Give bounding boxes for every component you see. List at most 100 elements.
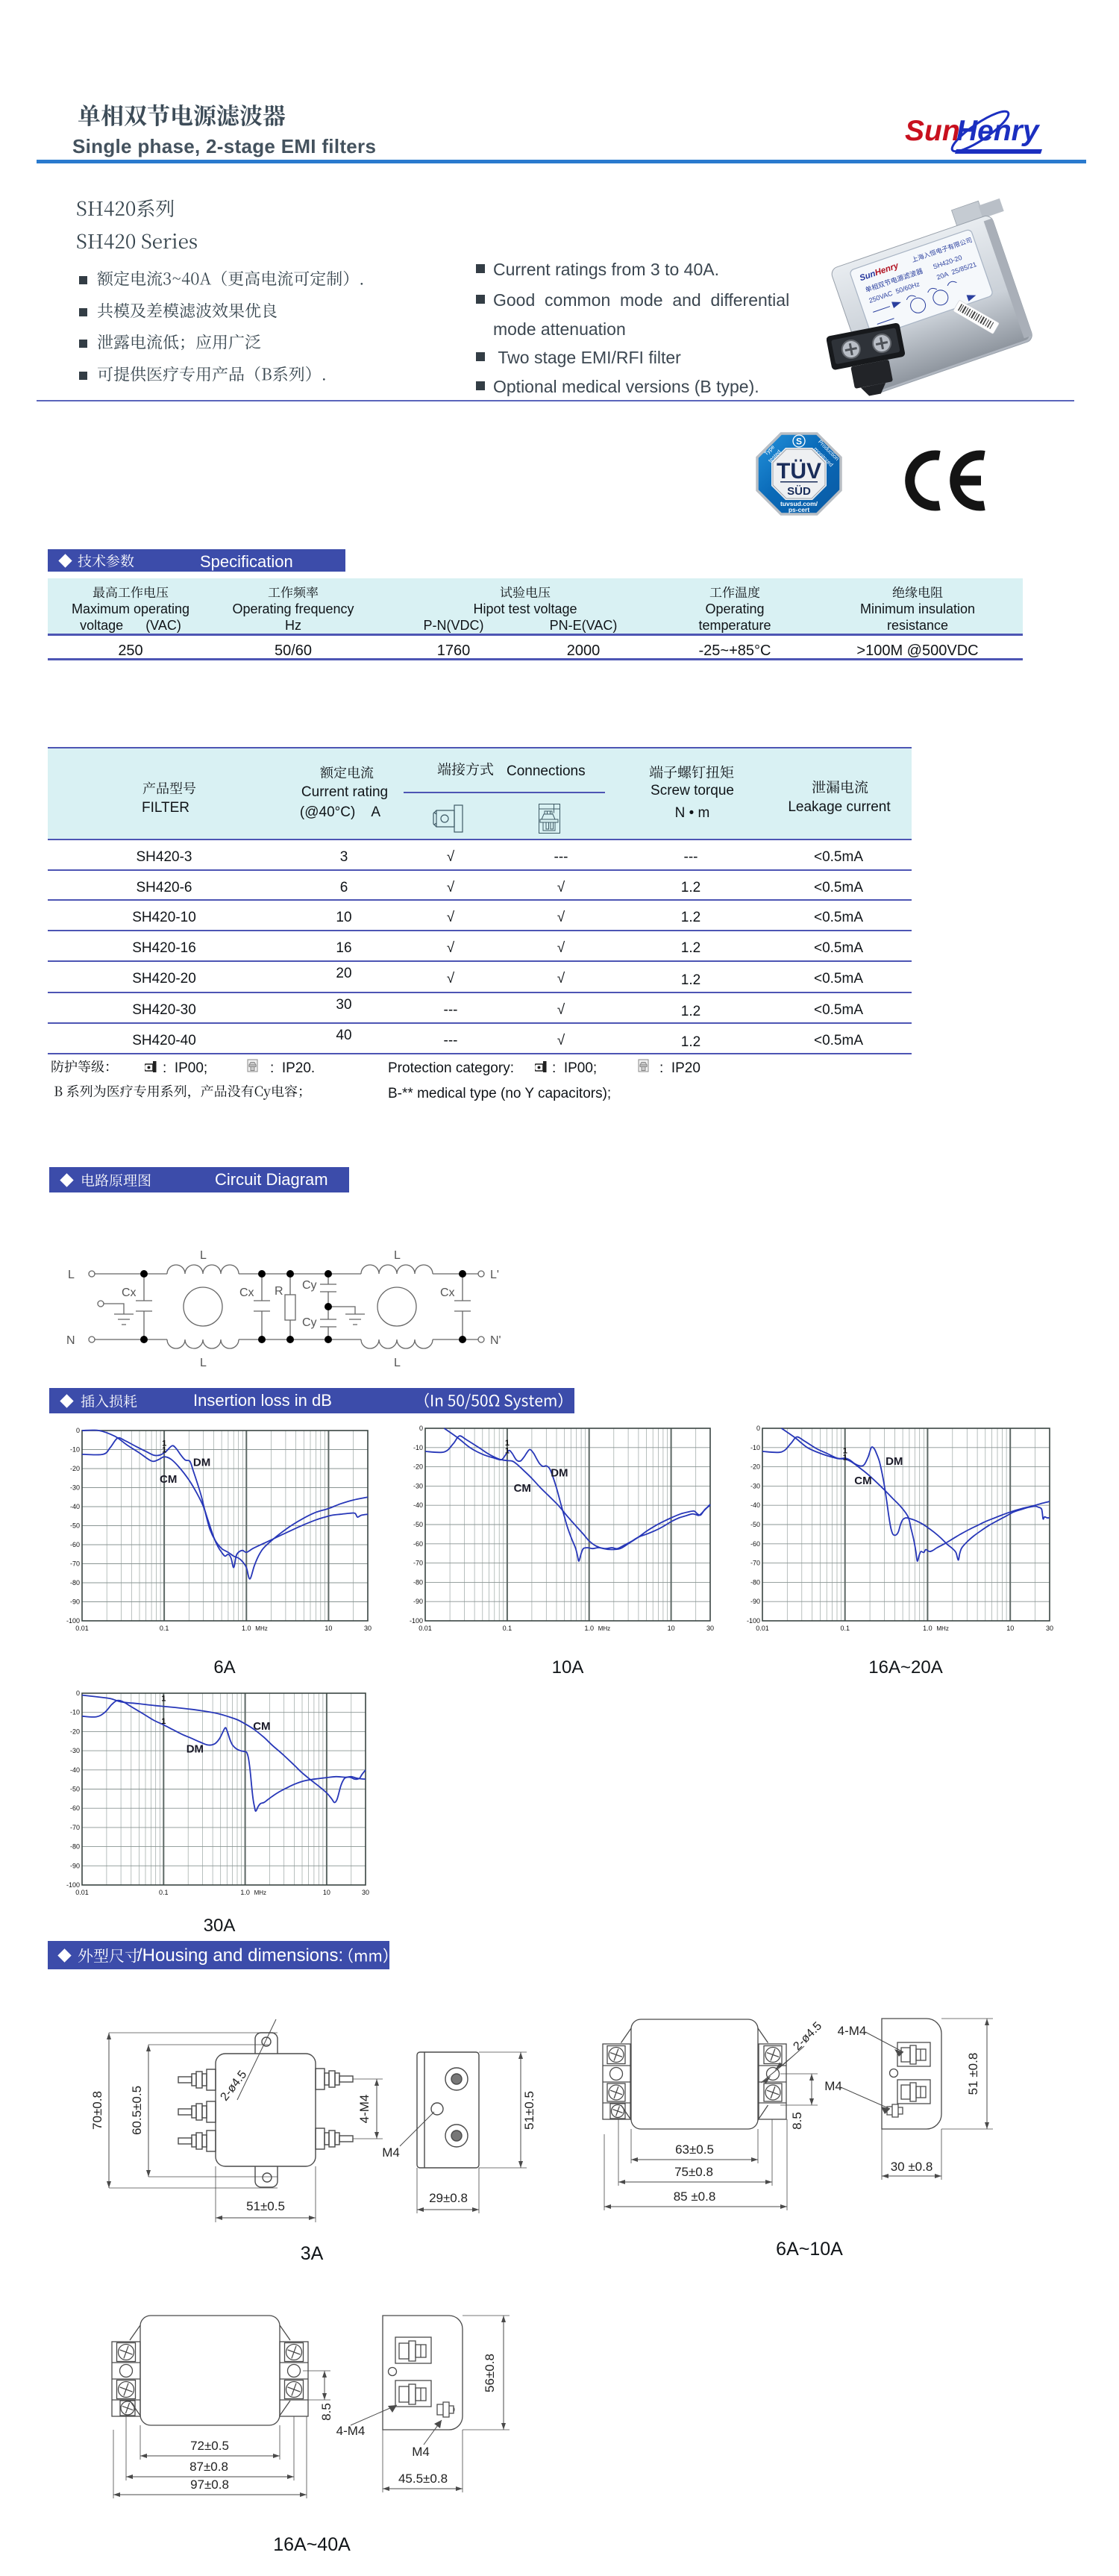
svg-text:Sun: Sun <box>905 115 960 147</box>
svg-text:CM: CM <box>253 1720 270 1733</box>
svg-text:Henry: Henry <box>956 115 1041 147</box>
svg-text:0.01: 0.01 <box>75 1625 89 1632</box>
svg-text:-60: -60 <box>70 1804 80 1812</box>
svg-text:MHz: MHz <box>254 1889 266 1896</box>
svg-text:-20: -20 <box>70 1728 80 1735</box>
svg-text:MHz: MHz <box>255 1625 267 1632</box>
svg-text:M4: M4 <box>382 2145 400 2160</box>
svg-text:-100: -100 <box>66 1881 80 1889</box>
svg-text:1: 1 <box>505 1447 510 1456</box>
svg-text:S: S <box>796 437 802 447</box>
svg-text:-100: -100 <box>66 1617 80 1625</box>
svg-text:0.01: 0.01 <box>75 1889 89 1896</box>
svg-text:1.0: 1.0 <box>584 1625 594 1632</box>
svg-text:51 ±0.8: 51 ±0.8 <box>966 2053 980 2095</box>
svg-text:8.5: 8.5 <box>319 2403 333 2421</box>
svg-text:-60: -60 <box>70 1541 80 1548</box>
svg-text:L: L <box>200 1249 207 1262</box>
svg-text:TÜV: TÜV <box>777 459 821 484</box>
svg-text:10: 10 <box>1006 1625 1014 1632</box>
svg-text:-10: -10 <box>70 1709 80 1716</box>
svg-text:-80: -80 <box>70 1843 80 1851</box>
svg-text:29±0.8: 29±0.8 <box>429 2191 468 2205</box>
svg-text:-50: -50 <box>70 1522 80 1530</box>
svg-text:ps-cert: ps-cert <box>789 506 810 513</box>
svg-text:-70: -70 <box>70 1824 80 1831</box>
svg-text:L: L <box>394 1357 401 1369</box>
svg-text:-10: -10 <box>413 1444 423 1451</box>
svg-text:1: 1 <box>162 1439 166 1448</box>
svg-text:-40: -40 <box>70 1503 80 1510</box>
svg-text:N': N' <box>490 1334 501 1347</box>
svg-text:2-ø4.5: 2-ø4.5 <box>791 2019 824 2053</box>
svg-text:45.5±0.8: 45.5±0.8 <box>398 2472 448 2486</box>
svg-text:L: L <box>394 1249 401 1262</box>
svg-text:75±0.8: 75±0.8 <box>674 2165 713 2179</box>
svg-text:-10: -10 <box>750 1444 760 1451</box>
svg-text:-20: -20 <box>750 1463 760 1471</box>
svg-text:30 ±0.8: 30 ±0.8 <box>891 2160 933 2174</box>
svg-text:30: 30 <box>362 1889 369 1896</box>
svg-text:Cy: Cy <box>302 1279 317 1292</box>
svg-text:DM: DM <box>886 1455 903 1468</box>
svg-text:-30: -30 <box>750 1482 760 1489</box>
svg-text:DM: DM <box>186 1743 204 1756</box>
svg-text:-40: -40 <box>413 1501 423 1509</box>
svg-text:-50: -50 <box>70 1786 80 1793</box>
svg-text:L: L <box>68 1269 75 1281</box>
svg-text:0: 0 <box>419 1425 423 1432</box>
svg-text:1: 1 <box>843 1447 847 1456</box>
svg-text:Cx: Cx <box>122 1287 137 1299</box>
svg-text:-10: -10 <box>70 1446 80 1454</box>
svg-text:0.01: 0.01 <box>419 1625 432 1632</box>
svg-text:CM: CM <box>160 1473 177 1486</box>
svg-text:L: L <box>200 1357 207 1369</box>
svg-text:1: 1 <box>161 1694 166 1703</box>
svg-text:MHz: MHz <box>936 1625 948 1632</box>
svg-text:DM: DM <box>193 1456 210 1469</box>
svg-text:1: 1 <box>843 1454 847 1463</box>
svg-text:-40: -40 <box>70 1766 80 1774</box>
svg-text:CM: CM <box>514 1482 531 1495</box>
svg-text:-70: -70 <box>70 1560 80 1568</box>
svg-text:-90: -90 <box>70 1862 80 1869</box>
svg-text:30: 30 <box>1046 1625 1053 1632</box>
svg-text:4-M4: 4-M4 <box>336 2424 366 2438</box>
svg-text:-30: -30 <box>70 1747 80 1754</box>
svg-text:Cy: Cy <box>302 1316 317 1329</box>
svg-text:4-M4: 4-M4 <box>357 2095 372 2124</box>
svg-text:-90: -90 <box>750 1598 760 1605</box>
svg-text:97±0.8: 97±0.8 <box>190 2477 229 2492</box>
svg-text:30: 30 <box>364 1625 372 1632</box>
svg-text:R: R <box>275 1285 283 1298</box>
svg-text:-30: -30 <box>413 1482 423 1489</box>
svg-text:1.0: 1.0 <box>923 1625 932 1632</box>
svg-text:1.0: 1.0 <box>240 1889 250 1896</box>
svg-text:0: 0 <box>756 1425 760 1432</box>
svg-text:-80: -80 <box>750 1578 760 1586</box>
svg-text:0.1: 0.1 <box>503 1625 513 1632</box>
svg-text:1: 1 <box>161 1717 166 1726</box>
svg-text:Cx: Cx <box>239 1287 254 1299</box>
svg-text:-70: -70 <box>413 1560 423 1567</box>
svg-text:M4: M4 <box>824 2079 842 2093</box>
svg-text:tuvsud.com/: tuvsud.com/ <box>780 500 818 507</box>
svg-text:10: 10 <box>668 1625 675 1632</box>
svg-text:8.5: 8.5 <box>790 2112 804 2130</box>
svg-text:-50: -50 <box>413 1521 423 1528</box>
svg-text:51±0.5: 51±0.5 <box>246 2199 285 2213</box>
svg-text:-60: -60 <box>413 1540 423 1548</box>
svg-text:N: N <box>66 1334 75 1347</box>
svg-text:L': L' <box>490 1269 499 1281</box>
svg-text:10: 10 <box>323 1889 330 1896</box>
svg-text:1: 1 <box>162 1445 166 1454</box>
svg-text:1.0: 1.0 <box>242 1625 251 1632</box>
svg-text:MHz: MHz <box>598 1625 610 1632</box>
svg-text:85 ±0.8: 85 ±0.8 <box>674 2189 716 2204</box>
svg-text:60.5±0.5: 60.5±0.5 <box>130 2086 144 2135</box>
svg-text:CM: CM <box>854 1475 871 1487</box>
svg-text:0: 0 <box>76 1690 80 1697</box>
svg-text:56±0.8: 56±0.8 <box>483 2354 497 2392</box>
svg-text:10: 10 <box>325 1625 332 1632</box>
svg-text:-30: -30 <box>70 1484 80 1492</box>
